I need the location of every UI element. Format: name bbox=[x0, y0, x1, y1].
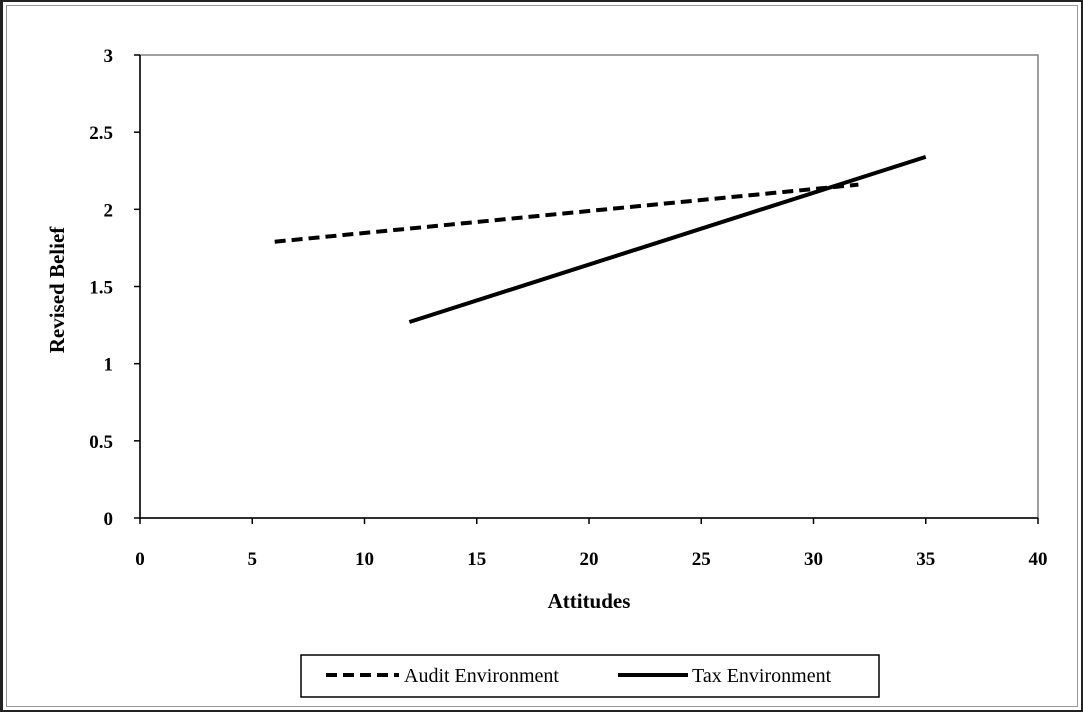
y-tick-label: 2.5 bbox=[89, 123, 113, 144]
x-tick-label: 15 bbox=[467, 549, 486, 570]
y-tick-label: 0.5 bbox=[89, 432, 113, 453]
legend: Audit Environment Tax Environment bbox=[301, 655, 879, 697]
x-tick-label: 40 bbox=[1029, 549, 1048, 570]
plot-area bbox=[140, 55, 1038, 518]
y-tick-label: 3 bbox=[104, 46, 114, 67]
legend-label-audit-environment: Audit Environment bbox=[404, 665, 559, 687]
y-tick-label: 1.5 bbox=[89, 278, 113, 299]
x-tick-label: 0 bbox=[135, 549, 145, 570]
legend-label-tax-environment: Tax Environment bbox=[692, 665, 832, 687]
x-tick-label: 25 bbox=[692, 549, 711, 570]
series-line-tax-environment bbox=[409, 157, 925, 322]
x-tick-label: 10 bbox=[355, 549, 374, 570]
series-layer bbox=[275, 157, 926, 322]
series-line-audit-environment bbox=[275, 185, 859, 242]
y-tick-label: 0 bbox=[104, 509, 114, 530]
x-axis-title: Attitudes bbox=[548, 589, 631, 613]
x-tick-label: 35 bbox=[916, 549, 935, 570]
x-tick-label: 30 bbox=[804, 549, 823, 570]
y-tick-label: 1 bbox=[104, 355, 114, 376]
x-tick-label: 5 bbox=[248, 549, 258, 570]
x-tick-label: 20 bbox=[580, 549, 599, 570]
y-axis-title: Revised Belief bbox=[45, 226, 69, 354]
axes-layer: 0 5 10 15 20 25 30 35 40 0 0.5 1 1.5 2 2.5 3 bbox=[89, 46, 1047, 570]
y-tick-label: 2 bbox=[104, 200, 114, 221]
